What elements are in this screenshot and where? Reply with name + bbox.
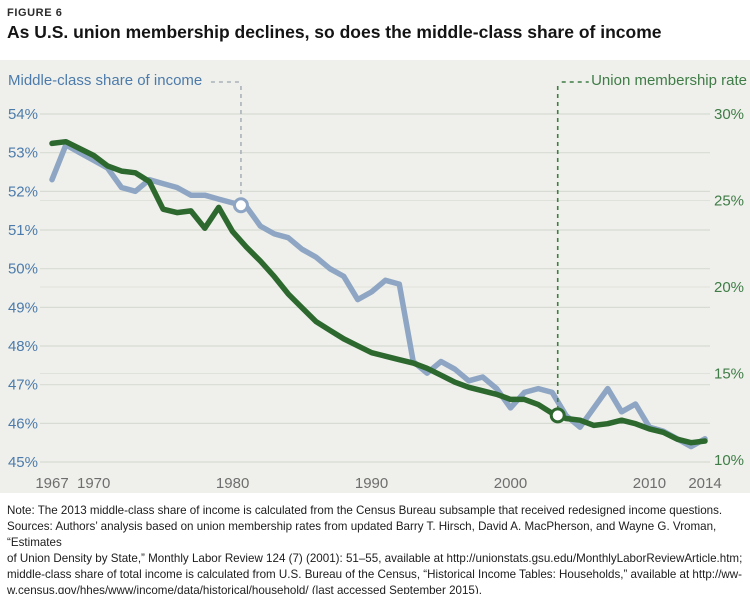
- x-axis-tick-label: 2010: [633, 475, 666, 492]
- left-axis-tick-label: 47%: [8, 377, 38, 394]
- x-axis-tick-label: 1980: [216, 475, 249, 492]
- chart-title: As U.S. union membership declines, so do…: [7, 22, 662, 42]
- left-axis-tick-label: 54%: [8, 106, 38, 123]
- right-axis-tick-label: 20%: [714, 279, 744, 296]
- right-axis-tick-label: 10%: [714, 452, 744, 469]
- left-axis-tick-label: 49%: [8, 299, 38, 316]
- left-axis-tick-label: 50%: [8, 261, 38, 278]
- legend-union-label: Union membership rate: [591, 72, 747, 89]
- x-axis-tick-label: 1990: [355, 475, 388, 492]
- income-line: [49, 142, 708, 450]
- legend-income-label: Middle-class share of income: [8, 72, 203, 89]
- x-axis-tick-label: 1970: [77, 475, 110, 492]
- right-axis-tick-label: 15%: [714, 366, 744, 383]
- union-callout-marker: [549, 407, 566, 424]
- x-axis-tick-label: 2000: [494, 475, 527, 492]
- left-axis-tick-label: 51%: [8, 222, 38, 239]
- left-axis-tick-label: 48%: [8, 338, 38, 355]
- union-line: [49, 138, 708, 446]
- left-axis-tick-label: 45%: [8, 454, 38, 471]
- source-note: Note: The 2013 middle-class share of inc…: [7, 504, 743, 594]
- right-axis-tick-label: 30%: [714, 106, 744, 123]
- left-axis-tick-label: 53%: [8, 145, 38, 162]
- left-axis-tick-label: 52%: [8, 183, 38, 200]
- right-axis-tick-label: 25%: [714, 193, 744, 210]
- x-axis-tick-label: 1967: [35, 475, 68, 492]
- income-callout-marker: [232, 197, 249, 214]
- left-axis-tick-label: 46%: [8, 415, 38, 432]
- x-axis-tick-label: 2014: [688, 475, 721, 492]
- chart-canvas: 54% 53% 52% 51% 50% 49% 48% 47% 46% 45% 30% 25% 20% 1…: [8, 81, 744, 492]
- figure-label: FIGURE 6: [7, 7, 63, 19]
